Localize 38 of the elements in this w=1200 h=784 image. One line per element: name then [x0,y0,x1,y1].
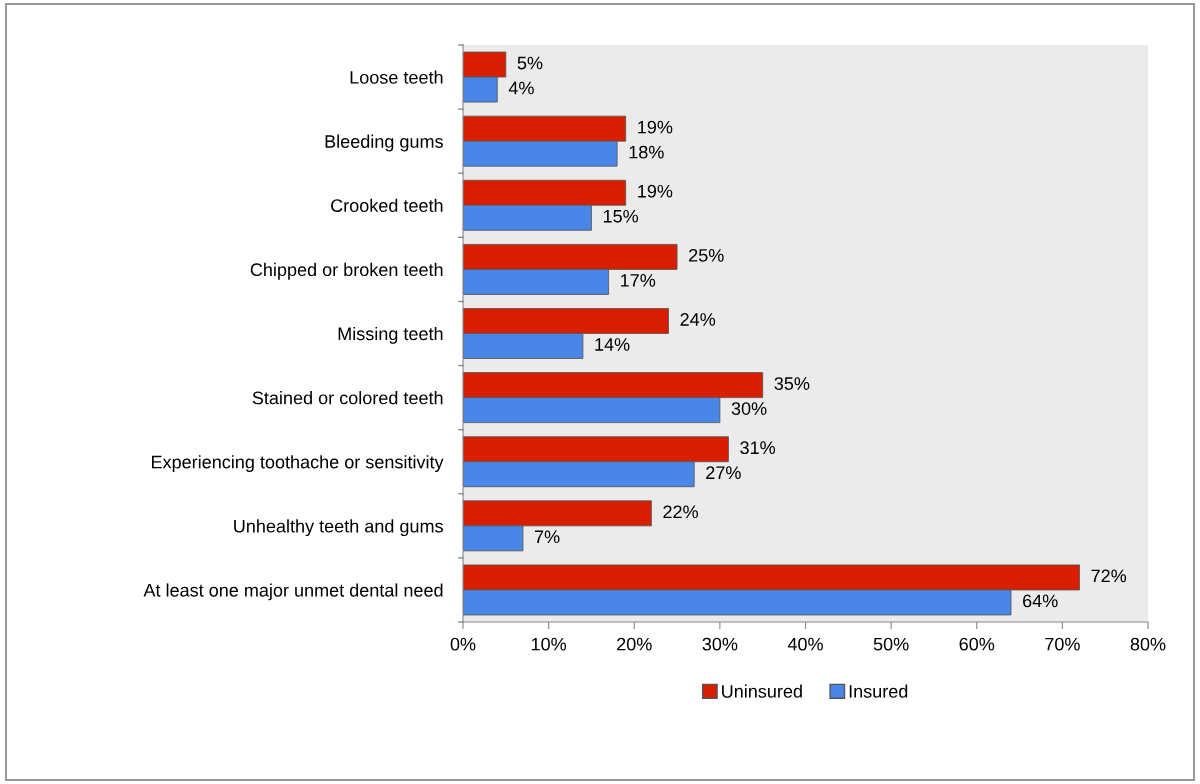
x-tick-label: 80% [1130,637,1166,651]
y-tick-label: Missing teeth [338,326,443,344]
data-label: 5% [517,56,543,70]
y-tick-label: Experiencing toothache or sensitivity [152,455,444,473]
x-tick-label: 70% [1045,637,1080,651]
x-tick-label: 0% [450,637,476,651]
y-tick-label: Chipped or broken teeth [250,262,443,280]
data-label: 14% [595,338,630,351]
data-label: 19% [638,184,673,198]
data-label: 19% [638,120,673,134]
data-label: 64% [1023,594,1058,608]
x-tick-label: 10% [531,637,567,651]
data-label: 18% [629,145,664,159]
data-label: 17% [621,274,656,287]
x-tick-label: 40% [787,637,823,651]
legend-label: Uninsured [722,684,802,698]
y-tick-label: Crooked teeth [331,198,443,212]
legend-label: Insured [849,684,908,698]
x-tick-label: 60% [959,637,995,651]
data-label: 27% [706,466,741,479]
data-label: 24% [680,313,716,326]
data-label: 25% [689,248,724,262]
data-label: 35% [774,377,810,390]
data-label: 15% [603,209,639,223]
y-tick-label: Bleeding gums [325,134,443,152]
y-tick-label: Unhealthy teeth and gums [234,519,443,537]
data-label: 72% [1091,569,1127,583]
y-tick-label: Stained or colored teeth [252,391,443,405]
y-tick-label: Loose teeth [350,70,443,84]
x-tick-label: 50% [873,637,909,651]
x-tick-label: 20% [617,637,652,651]
data-label: 7% [534,530,560,544]
data-label: 22% [663,505,698,519]
x-tick-label: 30% [702,637,738,651]
data-label: 4% [508,81,534,95]
data-label: 31% [740,441,776,455]
y-tick-label: At least one major unmet dental need [143,583,443,601]
data-label: 30% [731,402,767,415]
